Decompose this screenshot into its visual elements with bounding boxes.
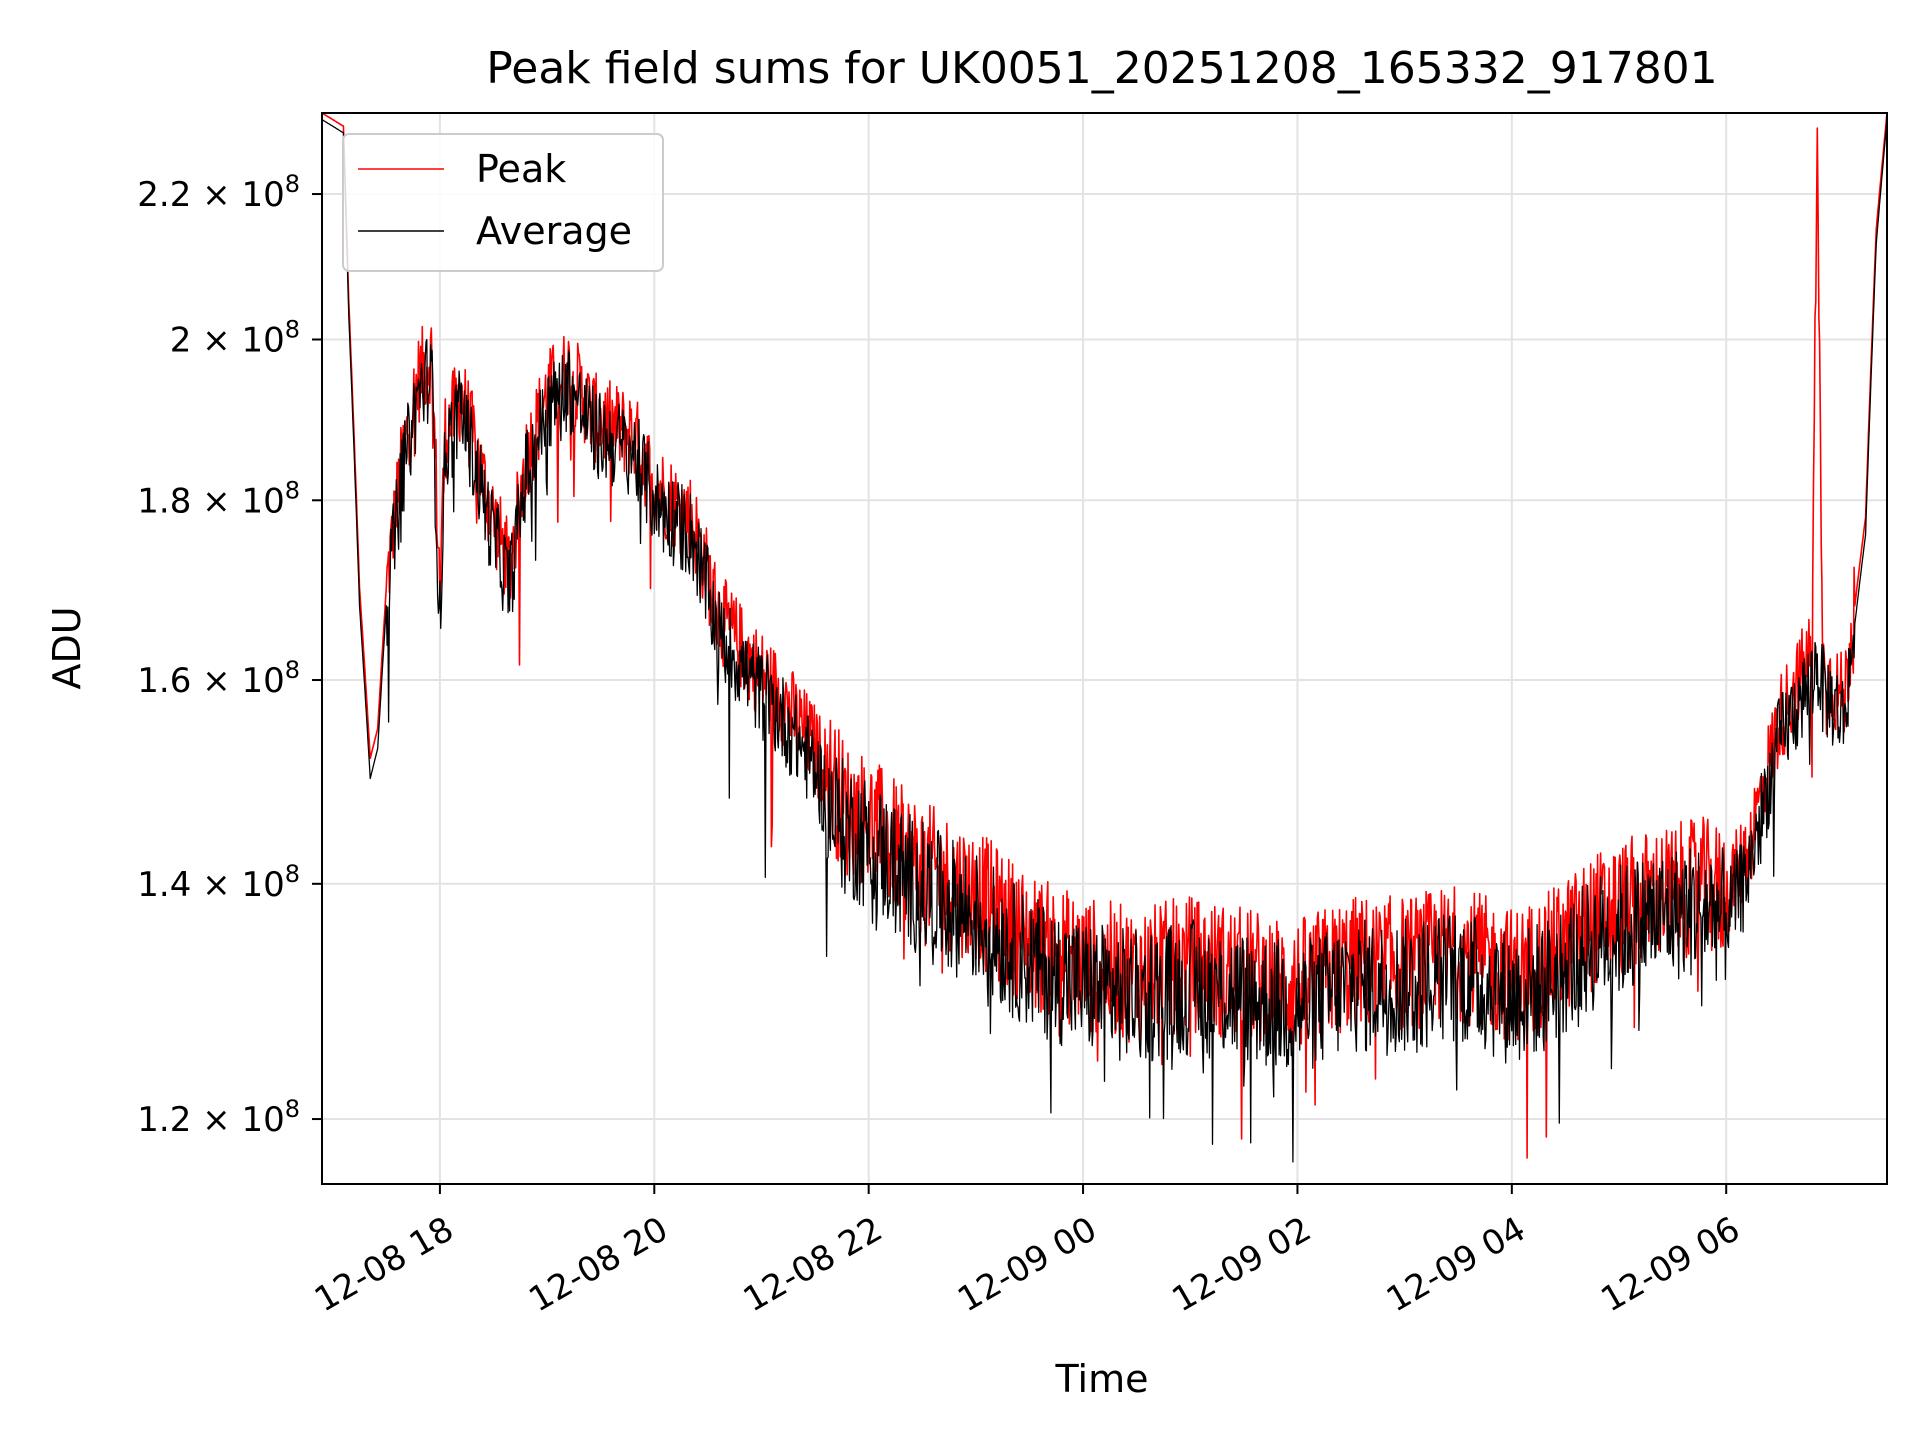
chart-title: Peak field sums for UK0051_20251208_1653… bbox=[486, 43, 1717, 94]
y-tick-label: 2 × 108 bbox=[170, 315, 300, 360]
y-tick-label: 1.2 × 108 bbox=[137, 1095, 300, 1140]
grid-lines bbox=[322, 113, 1887, 1184]
legend: Peak Average bbox=[342, 133, 664, 272]
y-tick-label: 1.6 × 108 bbox=[137, 656, 300, 701]
series-lines bbox=[322, 113, 1887, 1163]
plot-frame bbox=[321, 112, 1888, 1185]
y-tick-label: 1.4 × 108 bbox=[137, 860, 300, 905]
legend-label-average: Average bbox=[476, 209, 632, 253]
y-tick-label: 2.2 × 108 bbox=[137, 170, 300, 215]
x-axis-label: Time bbox=[1055, 1357, 1149, 1401]
legend-label-peak: Peak bbox=[476, 147, 566, 191]
y-tick-label: 1.8 × 108 bbox=[137, 476, 300, 521]
y-axis-label: ADU bbox=[45, 606, 89, 689]
series-line-average bbox=[322, 119, 1887, 1163]
y-axis-ticks: 1.2 × 108 1.4 × 108 1.6 × 108 1.8 × 108 2 × … bbox=[137, 170, 322, 1140]
